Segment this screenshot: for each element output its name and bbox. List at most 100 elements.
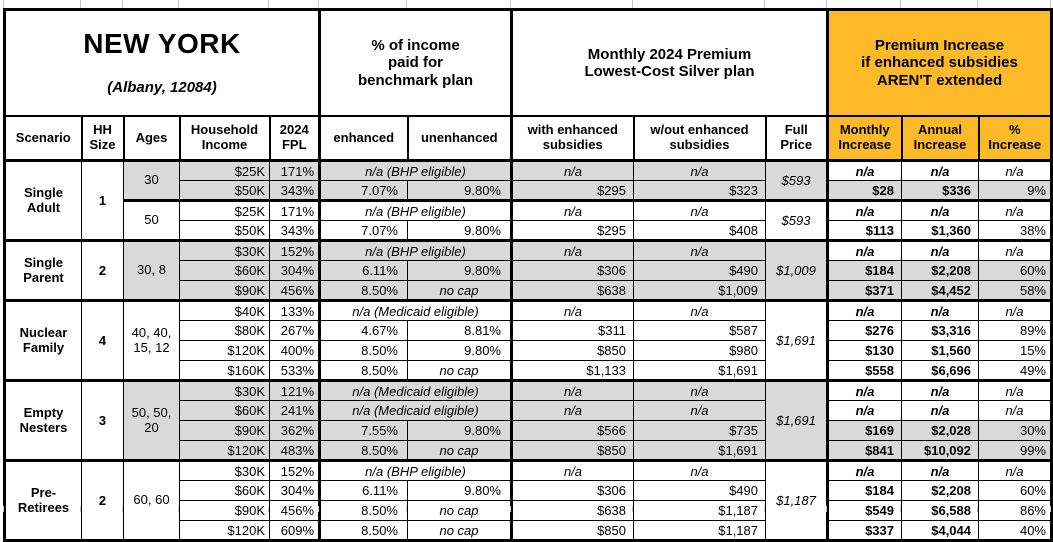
cell-annual-increase: n/a [901, 459, 979, 482]
header-group-row: NEW YORK (Albany, 12084) % of income pai… [3, 8, 1053, 117]
cell-annual-increase: n/a [901, 379, 979, 402]
cell-pct-enhanced: 8.50% [318, 520, 408, 542]
gridline-stub [3, 0, 4, 8]
hh-size: 4 [81, 299, 124, 382]
cell-household-income: $50K [179, 180, 270, 202]
hh-size: 1 [81, 159, 124, 242]
cell-premium-with-subsidies: $306 [510, 480, 634, 502]
cell-annual-increase: n/a [901, 299, 979, 322]
cell-pct-unenhanced: 9.80% [407, 260, 512, 282]
cell-eligibility-note: n/a (Medicaid eligible) [318, 299, 512, 322]
cell-premium-without-subsidies: $490 [633, 480, 766, 502]
table-row: $160K 533% 8.50% no cap $1,133 $1,691 $558 $6,6… [5, 360, 1052, 382]
cell-eligibility-note: n/a (BHP eligible) [318, 459, 512, 482]
cell-premium-without-subsidies: $1,187 [633, 520, 766, 542]
gridline-stub [764, 0, 765, 8]
cell-premium-without-subsidies: n/a [633, 400, 766, 422]
colgroup-header-increase: Premium Increase if enhanced subsidies A… [826, 8, 1053, 117]
cell-monthly-increase: $337 [826, 520, 902, 542]
cell-premium-with-subsidies: n/a [510, 379, 634, 402]
cell-pct-increase: n/a [978, 379, 1052, 402]
gridline-stub [3, 506, 4, 512]
col-header-hh-size: HH Size [80, 114, 125, 162]
cell-premium-with-subsidies: $850 [510, 520, 634, 542]
cell-pct-increase: 49% [978, 360, 1052, 382]
cell-full-price: $1,691 [765, 299, 828, 382]
cell-premium-without-subsidies: n/a [633, 299, 766, 322]
cell-pct-enhanced: 6.11% [318, 260, 408, 282]
gridline-stub [764, 506, 765, 512]
cell-annual-increase: n/a [901, 159, 979, 182]
cell-monthly-increase: n/a [826, 159, 902, 182]
cell-pct-increase: 15% [978, 340, 1052, 362]
cell-fpl: 362% [269, 420, 320, 442]
cell-household-income: $40K [179, 299, 270, 322]
ages: 60, 60 [123, 459, 180, 542]
cell-pct-increase: 58% [978, 280, 1052, 302]
cell-full-price: $1,009 [765, 239, 828, 302]
cell-pct-increase: n/a [978, 400, 1052, 422]
cell-full-price: $1,691 [765, 379, 828, 462]
cell-monthly-increase: n/a [826, 379, 902, 402]
gridline-stub [318, 0, 319, 8]
ages: 50, 50, 20 [123, 379, 180, 462]
cell-fpl: 456% [269, 280, 320, 302]
ages: 30, 8 [123, 239, 180, 302]
cell-premium-with-subsidies: $638 [510, 280, 634, 302]
cell-fpl: 152% [269, 239, 320, 262]
cell-premium-with-subsidies: $850 [510, 340, 634, 362]
table-row: $60K 304% 6.11% 9.80% $306 $490 $184 $2,208 60% [5, 260, 1052, 282]
cell-household-income: $120K [179, 440, 270, 462]
cell-fpl: 400% [269, 340, 320, 362]
cell-pct-enhanced: 8.50% [318, 360, 408, 382]
cell-pct-enhanced: 7.07% [318, 180, 408, 202]
gridline-stub [268, 506, 269, 512]
cell-fpl: 456% [269, 500, 320, 522]
cell-monthly-increase: $558 [826, 360, 902, 382]
cell-monthly-increase: n/a [826, 299, 902, 322]
cell-premium-without-subsidies: $1,187 [633, 500, 766, 522]
cell-premium-with-subsidies: $566 [510, 420, 634, 442]
cell-pct-increase: 86% [978, 500, 1052, 522]
col-header-household-income: Household Income [178, 114, 271, 162]
scenario-label: Pre- Retirees [4, 459, 82, 542]
cell-pct-increase: 89% [978, 320, 1052, 342]
cell-household-income: $120K [179, 340, 270, 362]
gridline-stub [122, 0, 123, 8]
table-row: $60K 241% n/a (Medicaid eligible) n/a n/a n/a… [5, 400, 1052, 422]
colgroup-header-premium: Monthly 2024 Premium Lowest-Cost Silver … [510, 8, 829, 117]
cell-premium-without-subsidies: $490 [633, 260, 766, 282]
gridline-stub [510, 506, 511, 512]
cell-premium-with-subsidies: n/a [510, 299, 634, 322]
cell-household-income: $60K [179, 480, 270, 502]
table-title: NEW YORK (Albany, 12084) [3, 8, 321, 117]
cell-fpl: 343% [269, 180, 320, 202]
cell-premium-with-subsidies: $850 [510, 440, 634, 462]
gridline-stub [977, 506, 978, 512]
scenario-label: Single Parent [4, 239, 82, 302]
cell-annual-increase: $2,028 [901, 420, 979, 442]
cell-pct-enhanced: 8.50% [318, 440, 408, 462]
cell-pct-enhanced: 8.50% [318, 340, 408, 362]
cell-pct-enhanced: 4.67% [318, 320, 408, 342]
cell-premium-without-subsidies: n/a [633, 459, 766, 482]
gridline-stub [900, 0, 901, 8]
cell-premium-without-subsidies: $735 [633, 420, 766, 442]
col-header-fpl: 2024 FPL [268, 114, 321, 162]
cell-annual-increase: $6,588 [901, 500, 979, 522]
cell-monthly-increase: $841 [826, 440, 902, 462]
cell-premium-with-subsidies: n/a [510, 459, 634, 482]
ages: 50 [123, 199, 180, 242]
cell-premium-without-subsidies: n/a [633, 159, 766, 182]
cell-pct-unenhanced: 8.81% [407, 320, 512, 342]
gridline-stub [80, 0, 81, 8]
cell-monthly-increase: n/a [826, 459, 902, 482]
cell-pct-increase: n/a [978, 299, 1052, 322]
cell-pct-increase: 30% [978, 420, 1052, 442]
hh-size: 2 [81, 239, 124, 302]
table-row: $80K 267% 4.67% 8.81% $311 $587 $276 $3,316 89% [5, 320, 1052, 342]
cell-eligibility-note: n/a (BHP eligible) [318, 159, 512, 182]
cell-household-income: $25K [179, 159, 270, 182]
cell-monthly-increase: $130 [826, 340, 902, 362]
cell-annual-increase: n/a [901, 199, 979, 222]
